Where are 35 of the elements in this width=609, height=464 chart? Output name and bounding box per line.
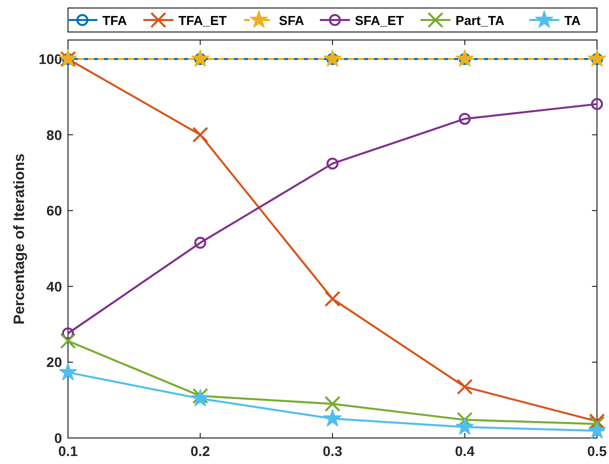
point	[192, 126, 208, 143]
legend-label: SFA	[278, 13, 305, 28]
point	[323, 409, 342, 426]
y-tick-label: 0	[54, 430, 62, 446]
legend-label: Part_TA	[455, 13, 505, 28]
y-tick-label: 40	[46, 278, 62, 294]
point	[324, 290, 340, 307]
point	[60, 332, 76, 349]
point	[323, 50, 342, 67]
point	[326, 158, 338, 170]
point	[458, 112, 471, 125]
point	[588, 50, 606, 67]
point	[456, 418, 474, 435]
y-tick-label: 80	[46, 126, 62, 143]
legend-label: TA	[564, 13, 582, 28]
point	[456, 50, 474, 67]
legend-label: SFA_ET	[354, 13, 404, 28]
y-axis-title: Percentage of Iterations	[11, 154, 28, 324]
y-tick-label: 100	[38, 50, 62, 67]
legend-label: TFA_ET	[178, 13, 227, 28]
point	[591, 98, 603, 110]
x-tick-label: 0.2	[190, 443, 210, 459]
x-tick-label: 0.4	[455, 443, 475, 459]
legend-label: TFA	[102, 13, 128, 28]
x-tick-label: 0.1	[58, 443, 78, 459]
point	[191, 50, 210, 67]
point	[62, 327, 74, 340]
y-tick-label: 60	[46, 202, 62, 219]
point	[194, 236, 206, 249]
point	[324, 396, 340, 412]
x-tick-label: 0.3	[322, 443, 342, 459]
point	[456, 378, 473, 395]
y-tick-label: 20	[46, 354, 62, 370]
x-tick-label: 0.5	[587, 443, 607, 459]
point	[588, 421, 606, 439]
